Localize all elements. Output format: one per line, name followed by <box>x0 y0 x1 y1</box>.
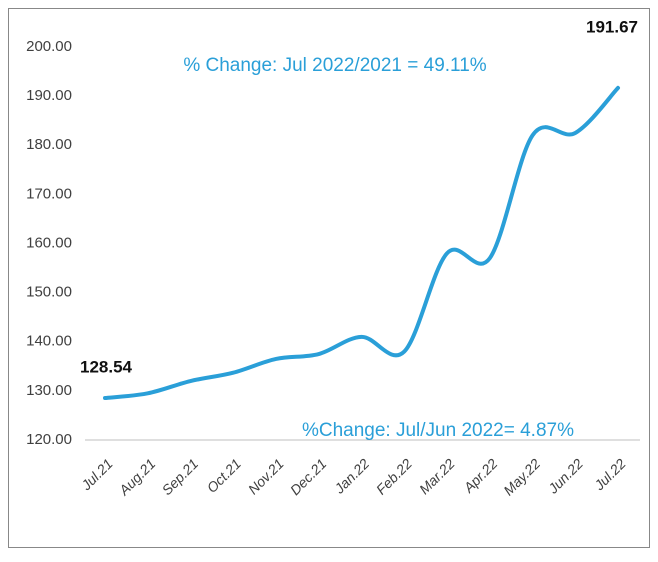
data-label: 191.67 <box>586 17 638 36</box>
x-tick-label: Sep.21 <box>159 455 202 498</box>
y-tick-label: 120.00 <box>26 431 72 448</box>
y-tick-label: 180.00 <box>26 136 72 153</box>
x-tick-label: Mar.22 <box>416 455 458 497</box>
x-tick-label: Apr.22 <box>460 455 501 496</box>
y-tick-label: 170.00 <box>26 185 72 202</box>
line <box>103 85 620 401</box>
x-tick-label: Oct.21 <box>204 455 244 495</box>
y-tick-label: 130.00 <box>26 382 72 399</box>
x-tick-label: Aug.21 <box>115 455 158 498</box>
y-tick-label: 140.00 <box>26 333 72 350</box>
y-tick-label: 150.00 <box>26 284 72 301</box>
y-tick-label: 160.00 <box>26 234 72 251</box>
annotation: %Change: Jul/Jun 2022= 4.87% <box>302 420 574 441</box>
x-tick-label: Nov.21 <box>245 455 287 497</box>
x-tick-label: Jul.22 <box>590 455 629 494</box>
y-tick-label: 200.00 <box>26 38 72 55</box>
x-tick-label: Feb.22 <box>373 455 415 497</box>
frame <box>8 8 650 548</box>
x-tick-label: Jan.22 <box>330 455 372 497</box>
data-label: 128.54 <box>80 358 133 377</box>
x-tick-label: Jul.21 <box>77 455 115 493</box>
x-tick-label: May.22 <box>500 455 543 498</box>
x-tick-label: Jun.22 <box>544 455 586 497</box>
annotation: % Change: Jul 2022/2021 = 49.11% <box>183 55 486 76</box>
x-tick-label: Dec.21 <box>287 455 330 498</box>
y-tick-label: 190.00 <box>26 87 72 104</box>
